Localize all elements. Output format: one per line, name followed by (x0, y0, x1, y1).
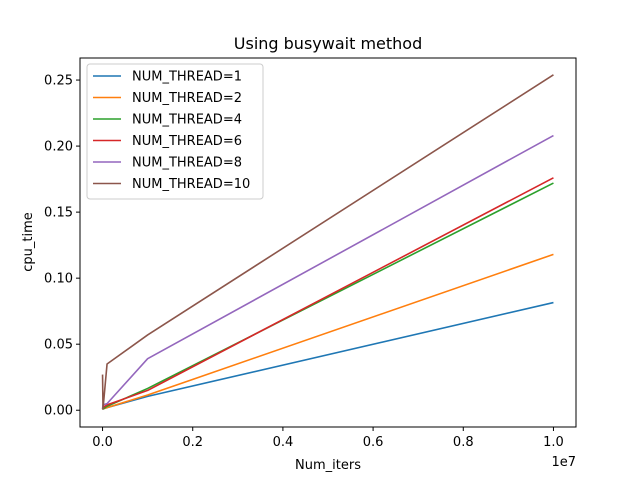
series-line (101, 177, 554, 410)
y-tick-label: 0.00 (44, 404, 73, 419)
legend-label: NUM_THREAD=8 (132, 156, 242, 171)
legend-box (86, 63, 264, 200)
y-tick-label: 0.05 (44, 338, 73, 353)
x-axis-offset-label: 1e7 (551, 455, 576, 470)
series-line (101, 74, 554, 410)
x-axis: 0.0 0.2 0.4 0.6 0.8 1.0 (92, 427, 564, 450)
chart-title: Using busywait method (234, 34, 422, 53)
legend-label: NUM_THREAD=1 (132, 70, 242, 85)
x-tick-label: 0.0 (92, 435, 113, 450)
legend-label: NUM_THREAD=4 (132, 113, 242, 128)
y-axis-label: cpu_time (21, 212, 36, 272)
series-line (101, 253, 554, 411)
y-tick-label: 0.15 (44, 206, 73, 221)
x-tick-label: 0.4 (273, 435, 294, 450)
legend-label: NUM_THREAD=10 (132, 177, 250, 192)
axes-frame (79, 57, 577, 428)
x-tick-label: 0.8 (453, 435, 474, 450)
y-tick-label: 0.20 (44, 140, 73, 155)
x-tick-label: 0.2 (182, 435, 203, 450)
legend-label: NUM_THREAD=2 (132, 91, 242, 106)
x-axis-label: Num_iters (295, 458, 361, 473)
legend-label: NUM_THREAD=6 (132, 134, 242, 149)
x-tick-label: 0.6 (363, 435, 384, 450)
y-tick-label: 0.25 (44, 74, 73, 89)
x-tick-label: 1.0 (543, 435, 564, 450)
legend: NUM_THREAD=1 NUM_THREAD=2 NUM_THREAD=4 NUM_… (86, 63, 264, 200)
plot-area (101, 74, 554, 411)
y-axis: 0.00 0.05 0.10 0.15 0.20 0.25 (44, 74, 80, 419)
y-tick-label: 0.10 (44, 272, 73, 287)
series-line (102, 301, 554, 410)
